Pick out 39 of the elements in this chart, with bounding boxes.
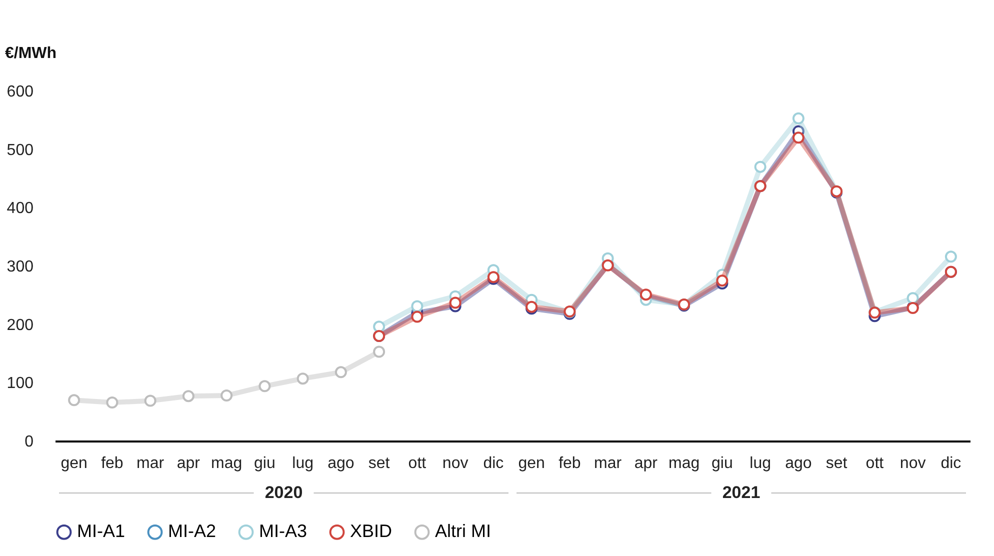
x-tick-label: gen (60, 455, 88, 472)
x-tick-label: lug (292, 455, 314, 472)
x-tick-label: dic (940, 455, 962, 472)
x-tick-label: lug (750, 455, 771, 472)
legend-label: XBID (350, 521, 392, 542)
x-tick-label: ago (328, 455, 354, 472)
x-tick-label: ago (785, 455, 812, 472)
legend-label: MI-A3 (259, 521, 308, 542)
x-tick-label: nov (900, 455, 926, 472)
y-tick-label: 200 (6, 316, 34, 334)
x-tick-label: mar (594, 455, 622, 472)
x-tick-label: giu (254, 455, 276, 472)
x-tick-label: set (368, 455, 390, 472)
y-tick-label: 600 (6, 84, 34, 100)
y-axis-title: €/MWh (5, 45, 57, 62)
text: 2021 (722, 483, 760, 502)
x-tick-label: gen (518, 455, 545, 472)
x-tick-label: giu (712, 455, 733, 472)
x-tick-label: apr (176, 455, 201, 472)
y-tick-label: 300 (6, 258, 34, 276)
x-tick-label: ott (866, 455, 884, 472)
x-tick-label: dic (483, 455, 504, 472)
x-tick-label: apr (634, 455, 658, 472)
x-tick-label: feb (101, 455, 124, 472)
y-tick-label: 400 (6, 200, 34, 218)
y-tick-label: 500 (6, 142, 34, 159)
y-tick-label: 100 (6, 375, 34, 392)
x-tick-label: nov (442, 455, 468, 472)
y-tick-label: 0 (24, 434, 34, 450)
legend-label: MI-A1 (77, 521, 126, 542)
x-tick-label: feb (558, 455, 581, 472)
x-tick-label: mag (668, 455, 700, 472)
x-tick-label: set (826, 455, 848, 472)
legend-label: Altri MI (435, 521, 491, 542)
x-tick-label: mag (211, 455, 242, 472)
x-tick-label: mar (136, 455, 165, 472)
text: 2020 (264, 483, 303, 502)
legend-label: MI-A2 (168, 521, 216, 542)
x-tick-label: ott (408, 455, 427, 472)
